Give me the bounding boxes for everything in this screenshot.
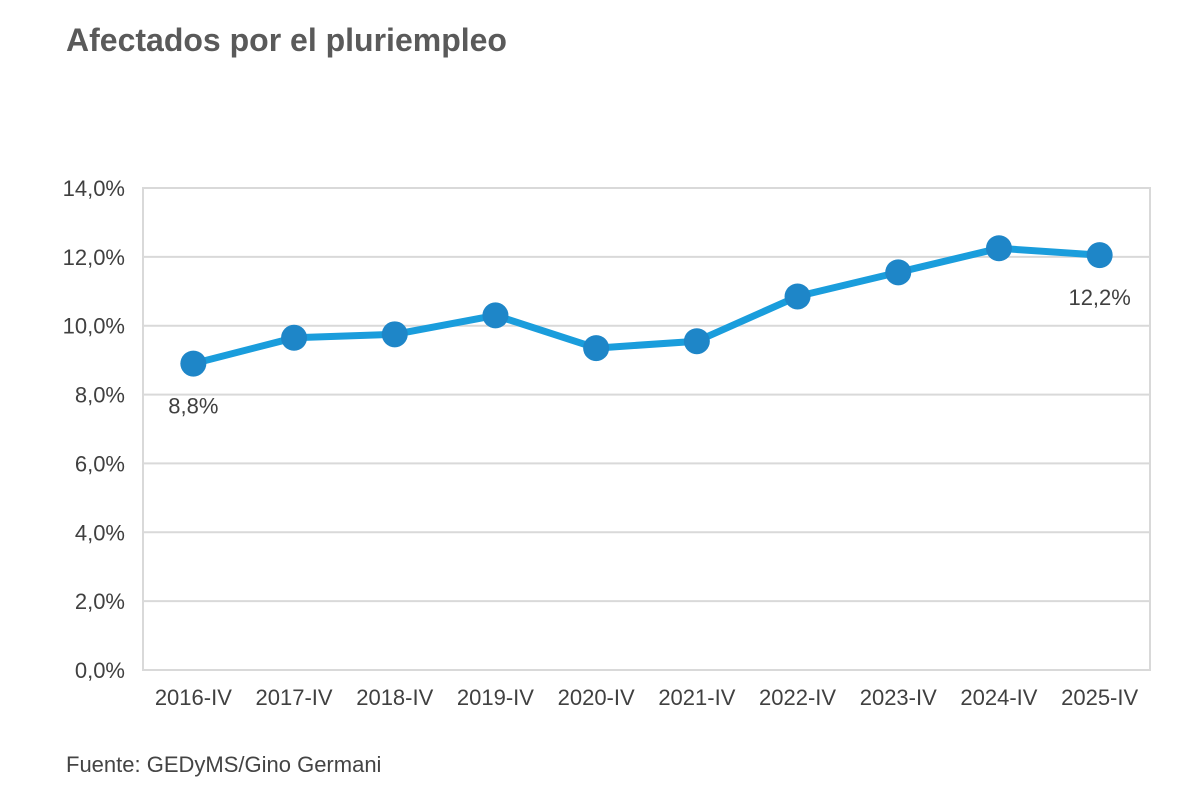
y-axis-tick-labels: 0,0% 2,0% 4,0% 6,0% 8,0% 10,0% 12,0% 14,0% <box>63 176 125 683</box>
x-tick-label: 2022-IV <box>759 685 836 710</box>
x-tick-label: 2024-IV <box>960 685 1037 710</box>
y-tick-label: 10,0% <box>63 314 125 339</box>
data-point <box>583 335 610 362</box>
data-point <box>683 328 710 355</box>
data-point <box>482 302 509 329</box>
data-point <box>784 283 811 310</box>
y-tick-label: 2,0% <box>75 589 125 614</box>
x-tick-label: 2025-IV <box>1061 685 1138 710</box>
data-point <box>281 324 308 351</box>
y-tick-label: 4,0% <box>75 520 125 545</box>
data-point <box>381 321 408 348</box>
data-point <box>1086 242 1113 269</box>
x-tick-label: 2021-IV <box>658 685 735 710</box>
chart-title: Afectados por el pluriempleo <box>66 22 507 58</box>
x-tick-label: 2020-IV <box>558 685 635 710</box>
y-tick-label: 6,0% <box>75 451 125 476</box>
data-labels: 8,8% 12,2% <box>168 285 1131 418</box>
x-axis-tick-labels: 2016-IV 2017-IV 2018-IV 2019-IV 2020-IV 2021-… <box>155 685 1139 710</box>
series-line <box>189 244 1104 368</box>
y-tick-label: 12,0% <box>63 245 125 270</box>
data-label: 12,2% <box>1068 285 1130 310</box>
data-point <box>985 235 1012 262</box>
y-tick-label: 8,0% <box>75 383 125 408</box>
x-tick-label: 2016-IV <box>155 685 232 710</box>
y-tick-label: 0,0% <box>75 658 125 683</box>
source-note: Fuente: GEDyMS/Gino Germani <box>66 752 382 777</box>
x-tick-label: 2017-IV <box>256 685 333 710</box>
data-label: 8,8% <box>168 394 218 419</box>
data-point <box>885 259 912 286</box>
x-tick-label: 2018-IV <box>356 685 433 710</box>
plot-frame <box>142 187 1151 671</box>
x-tick-label: 2023-IV <box>860 685 937 710</box>
x-tick-label: 2019-IV <box>457 685 534 710</box>
y-tick-label: 14,0% <box>63 176 125 201</box>
data-point <box>180 350 207 377</box>
data-points <box>180 235 1113 377</box>
